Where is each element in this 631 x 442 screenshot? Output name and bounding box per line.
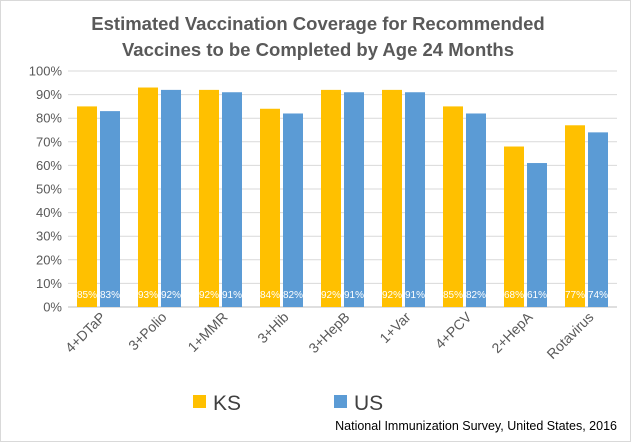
y-tick-label: 100%: [29, 64, 63, 79]
bar-ks: [382, 89, 402, 307]
y-tick-label: 0%: [43, 300, 62, 315]
gridlines: [68, 70, 617, 308]
bar-us: [161, 89, 181, 307]
legend-swatch-us: [334, 395, 347, 408]
y-tick-label: 70%: [36, 134, 62, 149]
x-tick-label: 2+HepA: [488, 308, 536, 356]
data-label-us: 83%: [100, 290, 120, 301]
bar-us: [283, 113, 303, 307]
chart-title-line-1: Estimated Vaccination Coverage for Recom…: [91, 13, 544, 34]
bar-us: [100, 111, 120, 308]
x-tick-label: 4+PCV: [432, 308, 475, 351]
y-tick-label: 20%: [36, 252, 62, 267]
bar-us: [588, 132, 608, 307]
chart-title-line-2: Vaccines to be Completed by Age 24 Month…: [122, 39, 514, 60]
y-tick-label: 50%: [36, 182, 62, 197]
x-tick-label: 1+MMR: [184, 309, 230, 355]
legend-swatch-ks: [193, 395, 206, 408]
bar-us: [405, 92, 425, 308]
x-tick-label: 4+DTaP: [62, 309, 109, 356]
bar-ks: [504, 146, 524, 307]
y-tick-label: 90%: [36, 87, 62, 102]
bar-ks: [77, 106, 97, 308]
bar-ks: [138, 87, 158, 308]
y-tick-label: 80%: [36, 111, 62, 126]
data-label-ks: 92%: [199, 290, 219, 301]
bar-ks: [260, 108, 280, 307]
data-label-us: 91%: [344, 290, 364, 301]
data-label-us: 82%: [466, 290, 486, 301]
data-label-ks: 85%: [443, 290, 463, 301]
y-tick-label: 40%: [36, 205, 62, 220]
legend: KS US: [193, 392, 383, 415]
x-tick-label: Rotavirus: [543, 309, 596, 362]
data-label-ks: 85%: [77, 290, 97, 301]
bar-us: [466, 113, 486, 307]
x-tick-label: 1+Var: [376, 309, 414, 347]
x-tick-label: 3+HepB: [305, 309, 352, 356]
data-label-us: 61%: [527, 290, 547, 301]
x-axis-ticks: 4+DTaP 3+Polio 1+MMR 3+Hib 3+HepB 1+Var 4+PCV 2…: [62, 308, 597, 362]
data-label-ks: 93%: [138, 290, 158, 301]
data-label-ks: 92%: [321, 290, 341, 301]
y-tick-label: 10%: [36, 276, 62, 291]
data-label-ks: 84%: [260, 290, 280, 301]
x-tick-label: 3+Polio: [125, 309, 170, 354]
bar-us: [344, 92, 364, 308]
data-label-ks: 92%: [382, 290, 402, 301]
bars: [77, 87, 608, 308]
data-labels: 85% 83% 93% 92% 92% 91% 84% 82% 92% 91% 92% 91% 85% 8…: [77, 290, 608, 301]
data-label-ks: 77%: [565, 290, 585, 301]
bar-ks: [321, 89, 341, 307]
data-label-us: 82%: [283, 290, 303, 301]
data-label-us: 74%: [588, 290, 608, 301]
bar-ks: [443, 106, 463, 308]
x-tick-label: 3+Hib: [254, 309, 292, 347]
bar-us: [527, 163, 547, 307]
data-label-ks: 68%: [504, 290, 524, 301]
bar-ks: [199, 89, 219, 307]
data-label-us: 91%: [222, 290, 242, 301]
data-label-us: 91%: [405, 290, 425, 301]
bar-us: [222, 92, 242, 308]
y-axis-ticks: 0% 10% 20% 30% 40% 50% 60% 70% 80% 90% 100%: [29, 64, 63, 315]
bar-ks: [565, 125, 585, 307]
y-tick-label: 30%: [36, 229, 62, 244]
data-label-us: 92%: [161, 290, 181, 301]
y-tick-label: 60%: [36, 158, 62, 173]
legend-label-us: US: [354, 392, 383, 415]
legend-label-ks: KS: [213, 392, 241, 415]
source-note: National Immunization Survey, United Sta…: [335, 419, 617, 433]
